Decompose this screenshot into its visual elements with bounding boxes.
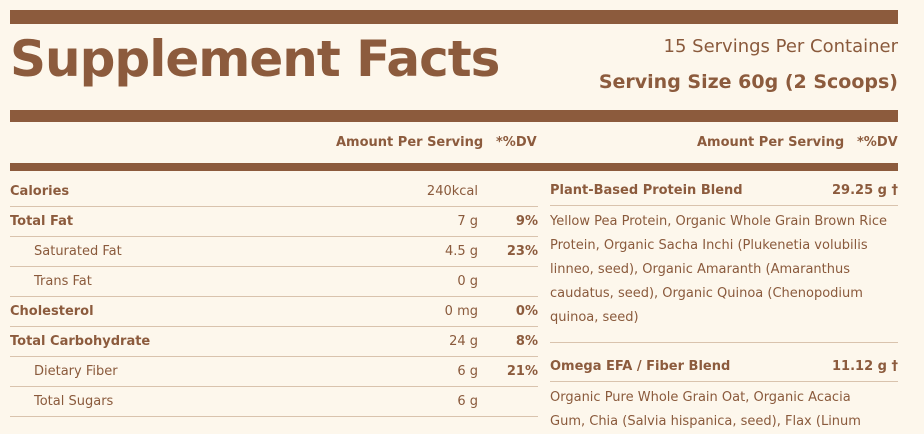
ingredient-line: linneo, seed), Organic Amaranth (Amarant… — [550, 262, 851, 277]
panel-title: Supplement Facts — [10, 30, 500, 88]
nutrient-dv: 23% — [506, 244, 538, 259]
nutrient-amount: 4.5 g — [444, 244, 478, 259]
nutrient-name: Cholesterol — [10, 304, 94, 319]
header-rule — [10, 110, 898, 122]
nutrient-name: Saturated Fat — [34, 244, 122, 259]
nutrient-dv: 8% — [515, 334, 538, 349]
nutrient-row-trans-fat: Trans Fat 0 g — [10, 266, 538, 297]
blend-heading-omega: Omega EFA / Fiber Blend 11.12 g † — [550, 359, 898, 374]
nutrient-row-total-fat: Total Fat 7 g 9% — [10, 206, 538, 237]
nutrient-row-saturated-fat: Saturated Fat 4.5 g 23% — [10, 236, 538, 267]
blend-ingredients-protein: Yellow Pea Protein, Organic Whole Grain … — [550, 210, 902, 330]
nutrient-name: Calories — [10, 184, 70, 199]
serving-size: Serving Size 60g (2 Scoops) — [598, 71, 898, 93]
nutrient-name: Dietary Fiber — [34, 364, 118, 379]
top-rule — [10, 10, 898, 24]
nutrient-amount: 24 g — [449, 334, 478, 349]
nutrient-amount: 6 g — [457, 394, 478, 409]
ingredient-line: caudatus, seed), Organic Quinoa (Chenopo… — [550, 286, 863, 301]
blend-divider — [550, 205, 898, 206]
nutrient-dv: 21% — [506, 364, 538, 379]
left-dv-header: *%DV — [496, 135, 537, 150]
nutrient-row-total-sugars: Total Sugars 6 g — [10, 386, 538, 417]
blend-divider — [550, 342, 898, 343]
ingredient-line: quinoa, seed) — [550, 310, 639, 325]
servings-per-container: 15 Servings Per Container — [663, 36, 898, 57]
right-dv-header: *%DV — [857, 135, 898, 150]
nutrient-row-cholesterol: Cholesterol 0 mg 0% — [10, 296, 538, 327]
blend-name: Plant-Based Protein Blend — [550, 183, 743, 198]
left-amount-header: Amount Per Serving — [336, 135, 484, 150]
nutrient-amount: 6 g — [457, 364, 478, 379]
nutrient-row-calories: Calories 240kcal — [10, 176, 538, 207]
blend-amount: 11.12 g † — [832, 359, 898, 374]
nutrient-name: Total Sugars — [34, 394, 114, 409]
blend-amount: 29.25 g † — [832, 183, 898, 198]
nutrient-row-dietary-fiber: Dietary Fiber 6 g 21% — [10, 356, 538, 387]
ingredient-line: Protein, Organic Sacha Inchi (Plukenetia… — [550, 238, 868, 253]
nutrient-name: Total Fat — [10, 214, 74, 229]
nutrient-amount: 240kcal — [426, 184, 478, 199]
nutrient-dv: 0% — [515, 304, 538, 319]
nutrient-dv: 9% — [515, 214, 538, 229]
column-header-rule — [10, 163, 898, 171]
nutrient-amount: 0 mg — [444, 304, 478, 319]
blend-name: Omega EFA / Fiber Blend — [550, 359, 731, 374]
nutrient-amount: 7 g — [457, 214, 478, 229]
ingredient-line: Yellow Pea Protein, Organic Whole Grain … — [550, 214, 888, 229]
nutrient-amount: 0 g — [457, 274, 478, 289]
ingredient-line: Gum, Chia (Salvia hispanica, seed), Flax… — [550, 414, 861, 429]
blend-ingredients-omega: Organic Pure Whole Grain Oat, Organic Ac… — [550, 386, 902, 434]
nutrient-name: Total Carbohydrate — [10, 334, 151, 349]
ingredient-line: Organic Pure Whole Grain Oat, Organic Ac… — [550, 390, 851, 405]
blend-heading-protein: Plant-Based Protein Blend 29.25 g † — [550, 183, 898, 198]
right-amount-header: Amount Per Serving — [697, 135, 845, 150]
nutrient-name: Trans Fat — [34, 274, 92, 289]
blend-divider — [550, 381, 898, 382]
nutrient-row-total-carbohydrate: Total Carbohydrate 24 g 8% — [10, 326, 538, 357]
